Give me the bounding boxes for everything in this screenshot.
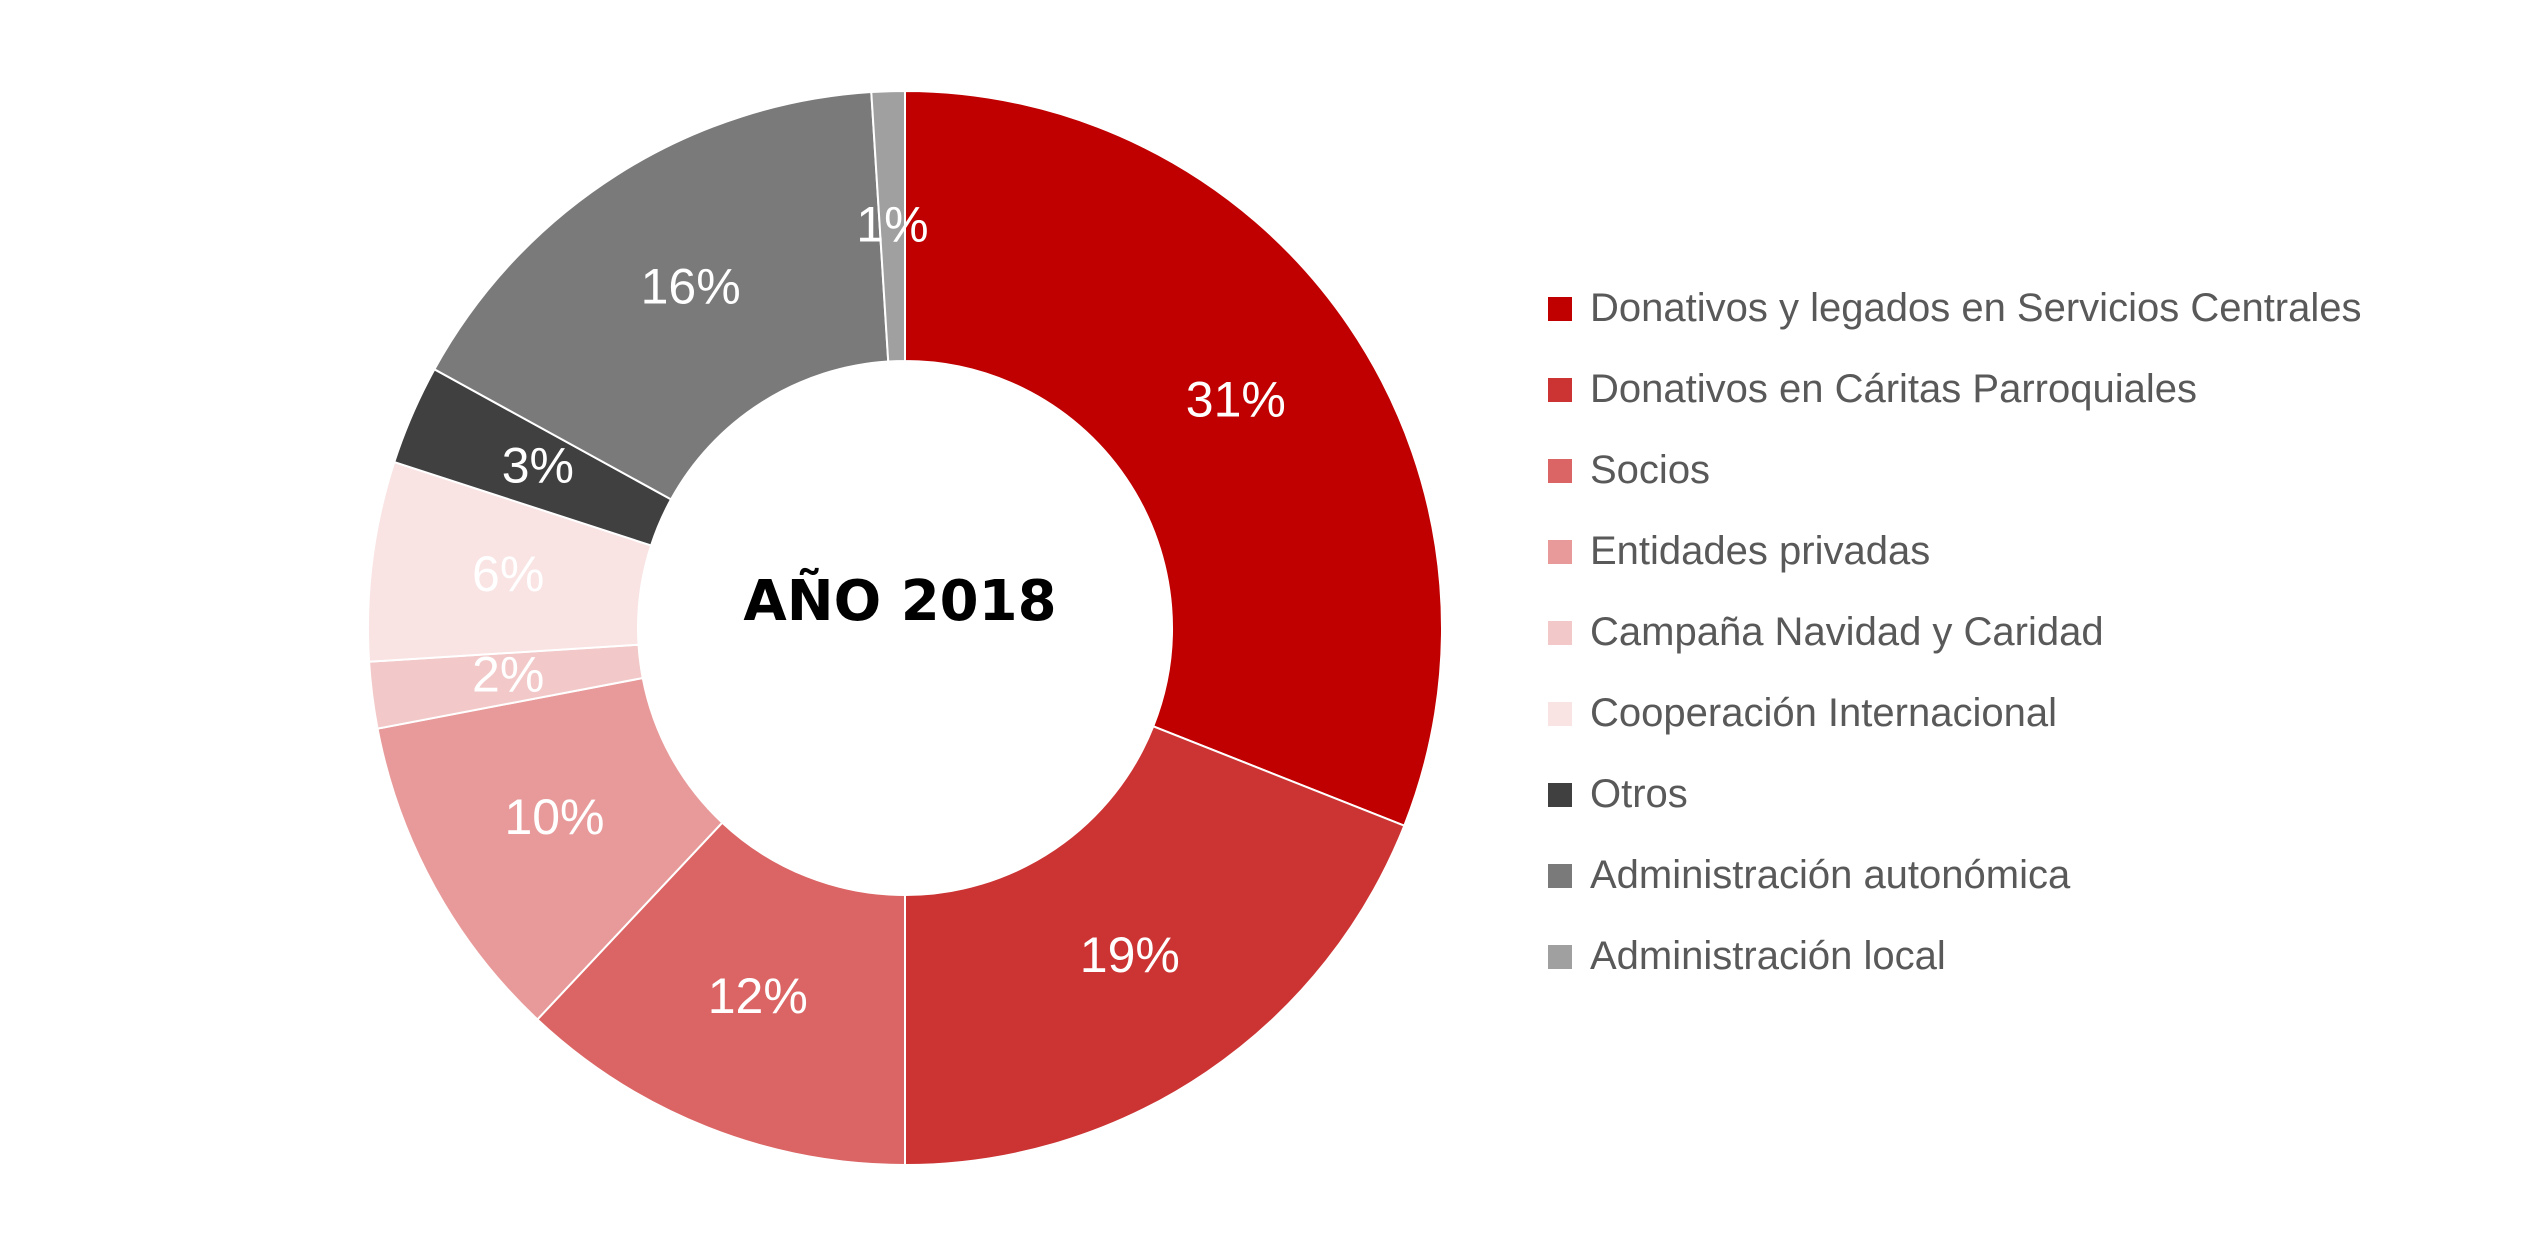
slice-3 (535, 821, 906, 1167)
slice-label-3: 12% (708, 968, 808, 1024)
slice-2 (904, 724, 1406, 1167)
slice-label-2: 19% (1080, 927, 1180, 983)
legend-swatch (1548, 377, 1572, 402)
legend-swatch (1548, 458, 1572, 483)
slice-label-1: 31% (1186, 371, 1286, 427)
legend-item: Donativos y legados en Servicios Central… (1548, 268, 2362, 349)
legend-label: Otros (1590, 772, 1688, 816)
slice-9 (870, 89, 906, 363)
legend-label: Socios (1590, 448, 1711, 492)
legend: Donativos y legados en Servicios Central… (1548, 268, 2362, 997)
legend-swatch (1548, 863, 1572, 888)
legend-item: Administración local (1548, 916, 2362, 997)
slice-8 (433, 90, 890, 501)
legend-swatch (1548, 539, 1572, 564)
legend-label: Donativos en Cáritas Parroquiales (1590, 367, 2197, 411)
slice-label-6: 6% (472, 546, 544, 602)
center-label: AÑO 2018 (743, 569, 1056, 634)
legend-item: Campaña Navidad y Caridad (1548, 592, 2362, 673)
legend-item: Entidades privadas (1548, 511, 2362, 592)
legend-swatch (1548, 944, 1572, 969)
slice-label-4: 10% (504, 789, 604, 845)
slice-label-7: 3% (502, 437, 574, 493)
legend-item: Donativos en Cáritas Parroquiales (1548, 349, 2362, 430)
legend-item: Cooperación Internacional (1548, 673, 2362, 754)
legend-item: Otros (1548, 754, 2362, 835)
legend-label: Entidades privadas (1590, 529, 1931, 573)
slice-label-5: 2% (472, 646, 544, 702)
legend-label: Campaña Navidad y Caridad (1590, 610, 2104, 654)
legend-swatch (1548, 782, 1572, 807)
legend-item: Administración autonómica (1548, 835, 2362, 916)
slice-label-9: 1% (856, 196, 928, 252)
slice-1 (904, 89, 1443, 827)
legend-swatch (1548, 296, 1572, 321)
legend-swatch (1548, 701, 1572, 726)
legend-swatch (1548, 620, 1572, 645)
legend-label: Donativos y legados en Servicios Central… (1590, 286, 2362, 330)
legend-label: Administración local (1590, 934, 1946, 978)
slice-4 (376, 676, 724, 1021)
legend-item: Socios (1548, 430, 2362, 511)
legend-label: Cooperación Internacional (1590, 691, 2057, 735)
legend-label: Administración autonómica (1590, 853, 2071, 897)
slice-label-8: 16% (641, 258, 741, 314)
